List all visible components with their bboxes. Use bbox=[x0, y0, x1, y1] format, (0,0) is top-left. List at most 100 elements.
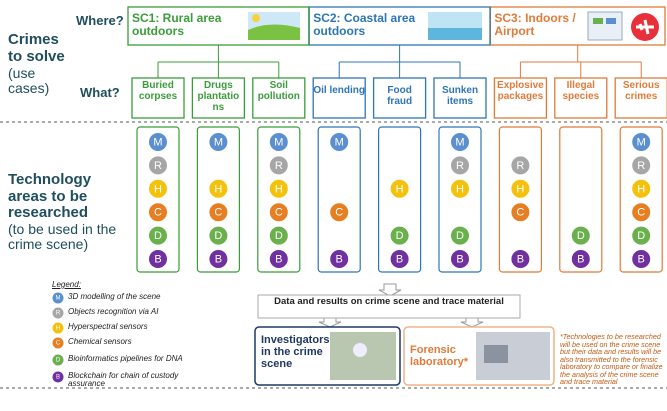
tech-circle: D bbox=[148, 225, 168, 246]
tech-circle-dot bbox=[510, 249, 531, 269]
tech-circle-dot bbox=[268, 132, 289, 152]
legend-letter: H bbox=[56, 325, 60, 331]
tech-circle-dot bbox=[631, 202, 652, 223]
tech-circle-dot bbox=[450, 155, 470, 176]
crimes-sub: (use cases) bbox=[8, 65, 50, 97]
tech-circle-dot bbox=[268, 178, 289, 199]
tech-circle: B bbox=[450, 249, 470, 269]
coastal-picture bbox=[428, 12, 482, 40]
tech-circle: B bbox=[148, 249, 168, 269]
tech-circle-dot bbox=[268, 249, 289, 269]
use-case-box bbox=[493, 77, 548, 119]
tech-circle-dot bbox=[389, 178, 410, 199]
tech-circle: M bbox=[208, 132, 229, 152]
tech-column bbox=[559, 126, 603, 273]
tech-circle-dot bbox=[450, 132, 470, 152]
tech-circle: C bbox=[148, 202, 168, 223]
tech-circle-dot bbox=[208, 202, 229, 223]
tech-circle-dot bbox=[208, 249, 229, 269]
legend-letter: C bbox=[56, 340, 61, 346]
tech-circle: B bbox=[268, 249, 289, 269]
legend-dot bbox=[52, 337, 64, 349]
tech-circle: H bbox=[389, 178, 410, 199]
use-case-box bbox=[131, 77, 185, 119]
tech-letter: D bbox=[577, 230, 585, 242]
tech-circle-dot bbox=[510, 202, 531, 223]
tech-letter: M bbox=[153, 137, 162, 149]
tech-circle: B bbox=[510, 249, 531, 269]
tech-circle: R bbox=[268, 155, 289, 176]
arrow bbox=[378, 283, 402, 297]
tech-circle-dot bbox=[631, 155, 652, 176]
tech-letter: R bbox=[516, 160, 524, 172]
tech-circle-dot bbox=[570, 225, 591, 246]
tech-letter: B bbox=[517, 254, 524, 266]
tech-circle-dot bbox=[510, 155, 531, 176]
legend-label: 3D modelling of the scene bbox=[68, 292, 161, 301]
tech-letter: H bbox=[396, 183, 404, 195]
tech-circle: D bbox=[268, 225, 289, 246]
tech-circle-dot bbox=[329, 132, 350, 152]
legend-label: Bioinformatics pipelines for DNA bbox=[68, 354, 183, 363]
tech-circle-dot bbox=[268, 225, 289, 246]
tech-circle-dot bbox=[450, 225, 470, 246]
tech-circle-dot bbox=[510, 178, 531, 199]
tech-letter: M bbox=[274, 137, 283, 149]
tech-letter: B bbox=[336, 254, 343, 266]
tech-circle: H bbox=[450, 178, 470, 199]
tech-letter: R bbox=[275, 160, 283, 172]
tech-letter: H bbox=[456, 183, 464, 195]
legend-label: Objects recognition via AI bbox=[68, 307, 159, 316]
tech-letter: B bbox=[215, 254, 222, 266]
footnote: *Technologies to be researched will be u… bbox=[560, 332, 663, 387]
tech-letter: H bbox=[154, 183, 162, 195]
legend-letter: D bbox=[56, 357, 61, 363]
tech-circle: D bbox=[450, 225, 470, 246]
tech-letter: C bbox=[335, 207, 343, 219]
tech-circle: C bbox=[268, 202, 289, 223]
tech-circle-dot bbox=[631, 249, 652, 269]
tech-circle-dot bbox=[208, 178, 229, 199]
use-case-label: Food fraud bbox=[387, 85, 413, 107]
laboratory-label: Forensic laboratory* bbox=[410, 344, 469, 369]
tech-circle-dot bbox=[631, 225, 652, 246]
tech-circle-dot bbox=[268, 155, 289, 176]
tech-column bbox=[196, 126, 240, 273]
tech-circle: H bbox=[510, 178, 531, 199]
legend-dot bbox=[52, 371, 64, 383]
investigators-photo bbox=[353, 343, 367, 357]
tech-circle-dot bbox=[389, 225, 410, 246]
airport-picture bbox=[587, 11, 659, 41]
tech-circle-dot bbox=[450, 178, 470, 199]
tech-letter: D bbox=[154, 230, 162, 242]
legend-label: Hyperspectral sensors bbox=[68, 322, 148, 331]
tech-column bbox=[619, 126, 663, 273]
tech-circle: C bbox=[208, 202, 229, 223]
tech-circle: M bbox=[450, 132, 470, 152]
tech-circle-dot bbox=[148, 249, 168, 269]
tech-circle-dot bbox=[570, 249, 591, 269]
use-case-label: Sunken items bbox=[441, 85, 479, 107]
tech-letter: M bbox=[214, 137, 223, 149]
use-case-box bbox=[614, 77, 667, 119]
tech-circle: C bbox=[329, 202, 350, 223]
tech-letter: D bbox=[396, 230, 404, 242]
tech-circle-dot bbox=[208, 132, 229, 152]
use-case-box bbox=[433, 77, 487, 119]
tech-circle: B bbox=[329, 249, 350, 269]
tech-circle: B bbox=[389, 249, 410, 269]
tech-circle: B bbox=[631, 249, 652, 269]
legend-title: Legend: bbox=[52, 280, 81, 289]
tech-column bbox=[378, 126, 422, 273]
rural-picture bbox=[248, 12, 300, 40]
investigators-label: Investigators in the crime scene bbox=[261, 334, 330, 371]
tech-circle-dot bbox=[268, 202, 289, 223]
tech-circle-dot bbox=[631, 178, 652, 199]
what-label: What? bbox=[80, 85, 120, 100]
tech-circle: H bbox=[631, 178, 652, 199]
scenario-label: SC1: Rural area outdoors bbox=[132, 11, 222, 39]
tech-circle-dot bbox=[329, 202, 350, 223]
tech-letter: D bbox=[637, 230, 645, 242]
tech-circle-dot bbox=[631, 132, 652, 152]
